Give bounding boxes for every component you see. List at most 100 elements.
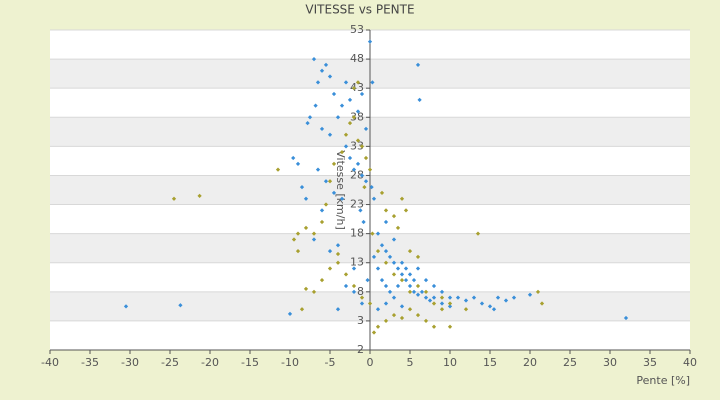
point (291, 155, 296, 161)
point (383, 301, 389, 306)
point (399, 278, 405, 283)
point (371, 254, 377, 260)
point (363, 155, 369, 161)
point (375, 307, 381, 312)
point (383, 248, 389, 254)
point (399, 315, 405, 321)
point (319, 208, 325, 213)
point (447, 324, 453, 329)
x-tick-label: 5 (407, 356, 414, 369)
point (343, 132, 349, 137)
point (303, 225, 309, 230)
x-tick-label: -20 (201, 356, 219, 369)
point (463, 307, 469, 312)
x-tick-label: -40 (41, 356, 59, 369)
point (339, 196, 345, 201)
point (319, 219, 325, 225)
x-axis-label: Pente [%] (636, 374, 690, 387)
point (291, 237, 297, 242)
point (327, 132, 333, 137)
point (371, 330, 377, 335)
point (391, 214, 397, 219)
point (359, 173, 365, 178)
point (479, 301, 485, 306)
point (391, 260, 397, 265)
point (359, 301, 365, 306)
point (395, 266, 401, 271)
point (455, 295, 461, 300)
point (495, 295, 501, 300)
point (327, 179, 333, 184)
point (415, 283, 421, 289)
point (387, 254, 393, 260)
point (319, 278, 325, 283)
point (367, 167, 373, 172)
point (415, 292, 421, 297)
point (415, 312, 421, 318)
point (387, 289, 393, 294)
y-tick-label: 13 (350, 256, 364, 269)
point (299, 307, 305, 312)
point (171, 196, 177, 201)
point (369, 184, 374, 190)
point (295, 248, 301, 254)
point (391, 237, 397, 242)
point (335, 243, 341, 248)
point (311, 289, 317, 294)
x-tick-label: 20 (523, 356, 537, 369)
point (431, 283, 437, 289)
point (439, 307, 445, 312)
point (295, 161, 301, 166)
point (355, 138, 361, 143)
chart-title: VITESSE vs PENTE (305, 3, 414, 17)
x-tick-label: -5 (325, 356, 336, 369)
point (343, 144, 349, 149)
y-tick-label: 53 (350, 23, 364, 36)
point (287, 311, 293, 317)
x-tick-label: 25 (563, 356, 577, 369)
point (399, 304, 405, 309)
point (487, 304, 493, 309)
point (439, 295, 445, 300)
x-tick-label: 15 (483, 356, 497, 369)
point (403, 278, 409, 283)
point (419, 289, 425, 294)
point (351, 283, 357, 289)
x-tick-label: 0 (367, 356, 374, 369)
point (355, 161, 361, 166)
point (299, 184, 305, 190)
point (358, 208, 363, 213)
point (379, 278, 385, 283)
x-tick-label: -10 (281, 356, 299, 369)
point (399, 272, 405, 277)
x-tick-label: -35 (81, 356, 99, 369)
point (327, 248, 333, 254)
point (403, 266, 409, 271)
y-tick-label: 33 (350, 139, 364, 152)
point (375, 231, 381, 236)
point (275, 167, 281, 172)
point (391, 312, 397, 318)
point (323, 202, 329, 207)
y-tick-label: 3 (357, 314, 364, 327)
point (383, 208, 389, 213)
point (423, 289, 429, 294)
point (383, 318, 389, 324)
point (407, 248, 413, 254)
point (383, 260, 389, 265)
y-tick-label: 18 (350, 227, 364, 240)
point (411, 289, 417, 294)
x-tick-label: 35 (643, 356, 657, 369)
point (303, 286, 309, 292)
point (327, 266, 333, 271)
point (439, 289, 445, 294)
point (343, 283, 349, 289)
point (447, 301, 453, 306)
point (415, 266, 421, 271)
point (399, 196, 405, 201)
point (407, 283, 413, 289)
point (423, 295, 429, 300)
point (371, 196, 377, 201)
point (362, 184, 367, 190)
point (363, 179, 369, 184)
